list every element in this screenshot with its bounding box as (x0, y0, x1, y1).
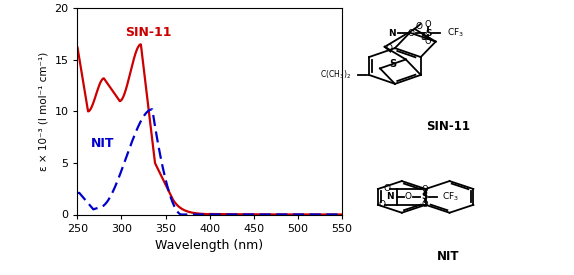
Text: O: O (408, 29, 414, 37)
Text: CF$_3$: CF$_3$ (447, 27, 464, 39)
Text: NIT: NIT (436, 250, 459, 263)
Text: O: O (421, 200, 428, 209)
Text: O: O (425, 37, 432, 46)
Text: O: O (416, 22, 422, 31)
Text: O: O (421, 185, 428, 194)
X-axis label: Wavelength (nm): Wavelength (nm) (156, 239, 263, 252)
Text: O: O (386, 44, 393, 53)
Text: O: O (425, 20, 432, 29)
Text: NIT: NIT (90, 138, 114, 150)
Text: S: S (421, 192, 428, 201)
Text: O: O (405, 192, 412, 201)
Text: O: O (378, 200, 386, 209)
Text: SIN-11: SIN-11 (125, 26, 171, 39)
Text: O: O (383, 185, 390, 194)
Text: S: S (425, 29, 432, 37)
Text: SIN-11: SIN-11 (426, 120, 470, 133)
Text: S: S (420, 32, 427, 42)
Text: N: N (386, 192, 394, 201)
Text: S: S (389, 59, 397, 69)
Y-axis label: ε × 10⁻³ (l mol⁻¹ cm⁻¹): ε × 10⁻³ (l mol⁻¹ cm⁻¹) (39, 52, 49, 171)
Text: C(CH$_3$)$_2$: C(CH$_3$)$_2$ (320, 69, 351, 81)
Text: N: N (387, 29, 395, 37)
Text: CF$_3$: CF$_3$ (442, 191, 459, 203)
